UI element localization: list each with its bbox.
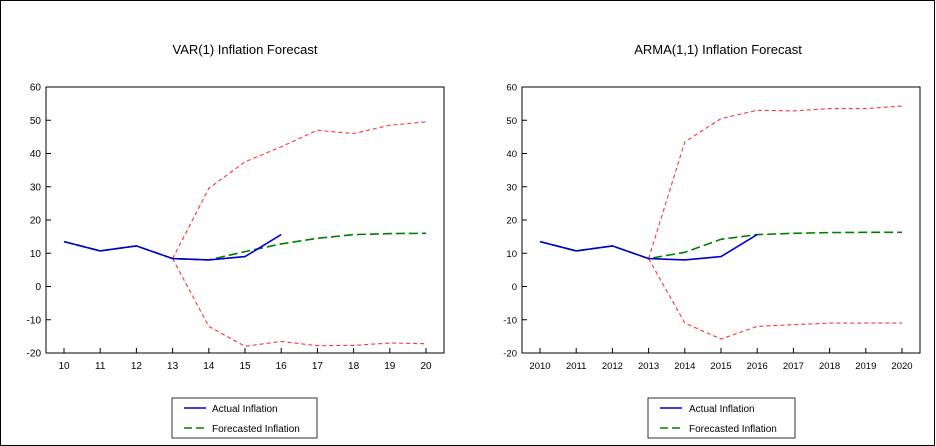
y-tick-label: 40 [506,149,517,160]
x-tick-label: 2019 [855,361,876,372]
series-lower-bound-line [648,258,902,340]
y-tick-label: 50 [506,116,517,127]
x-tick-label: 14 [203,361,215,372]
x-tick-label: 2013 [638,361,659,372]
x-tick-label: 15 [239,361,251,372]
y-axis: 60 50 40 30 20 10 0 -10 -20 [503,83,527,360]
x-tick-label: 2020 [891,361,912,372]
x-axis: 10 11 12 13 14 15 16 17 18 19 20 [58,348,432,372]
y-tick-label: 20 [30,216,42,227]
y-tick-label: 60 [506,83,517,94]
legend: Actual Inflation Forecasted Inflation [647,397,796,439]
x-tick-label: 2012 [602,361,623,372]
x-tick-label: 2010 [529,361,550,372]
series-actual-line [539,233,758,261]
x-tick-label: 10 [58,361,70,372]
x-tick-label: 19 [384,361,396,372]
y-tick-label: -20 [503,349,517,360]
legend-label-forecast: Forecasted Inflation [689,424,777,435]
legend-label-actual: Actual Inflation [212,404,278,415]
legend-box [171,397,318,439]
y-tick-label: 30 [506,182,517,193]
legend: Actual Inflation Forecasted Inflation [171,397,318,439]
series-forecast-line [539,231,902,260]
arma-forecast-chart: ARMA(1,1) Inflation Forecast 60504030201… [503,42,921,439]
x-tick-label: 2017 [783,361,804,372]
y-tick-label: -10 [27,315,42,326]
x-tick-label: 13 [167,361,179,372]
y-tick-label: 10 [30,249,42,260]
series-forecast-line [63,232,427,261]
series-upper-bound-line [648,105,903,259]
x-tick-label: 2011 [566,361,586,372]
x-tick-label: 2016 [747,361,768,372]
x-tick-label: 2015 [710,361,731,372]
chart-title: VAR(1) Inflation Forecast [173,42,318,57]
series-upper-bound-line [172,121,427,259]
x-tick-label: 18 [348,361,360,372]
x-tick-label: 2018 [819,361,840,372]
y-tick-label: -20 [27,349,42,360]
y-tick-label: 10 [506,249,517,260]
legend-label-forecast: Forecasted Inflation [212,424,300,435]
series-actual-line [63,233,282,261]
legend-box [647,397,796,439]
x-axis: 2010 2011 2012 2013 2014 2015 2016 2017 2018 2019… [529,348,913,372]
y-tick-label: 0 [35,282,41,293]
x-tick-label: 11 [95,361,106,372]
y-tick-label: 20 [506,216,517,227]
x-tick-label: 12 [131,361,143,372]
series-layer [539,105,903,340]
x-tick-label: 17 [312,361,324,372]
y-tick-label: 30 [30,182,42,193]
x-tick-label: 16 [276,361,288,372]
chart-title: ARMA(1,1) Inflation Forecast [634,42,802,57]
y-tick-label: -10 [503,315,517,326]
x-tick-label: 20 [420,361,432,372]
y-tick-label: 40 [30,149,42,160]
y-axis: 60 50 40 30 20 10 0 -10 -20 [27,83,51,360]
y-tick-label: 60 [30,83,42,94]
y-tick-label: 0 [512,282,517,293]
series-layer [63,121,427,347]
legend-label-actual: Actual Inflation [689,404,755,415]
x-tick-label: 2014 [674,361,695,372]
var-forecast-chart: VAR(1) Inflation Forecast 60 50 40 30 20 10 0 -… [27,42,445,439]
y-tick-label: 50 [30,116,42,127]
